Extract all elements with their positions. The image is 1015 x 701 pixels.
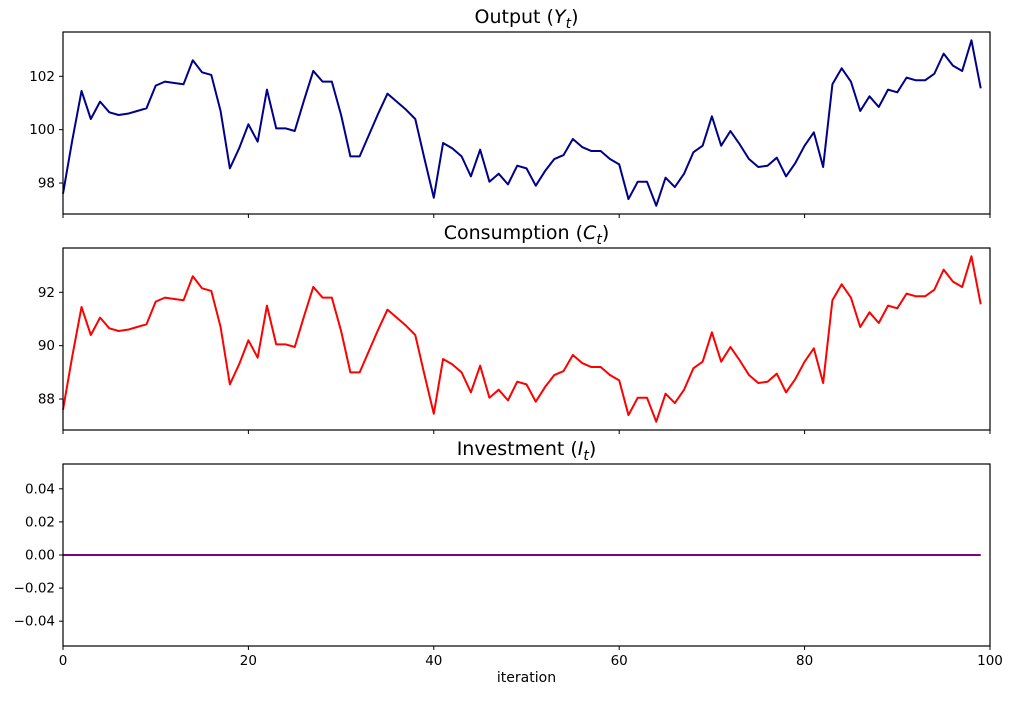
consumption-subplot: 88 90 92: [38, 247, 991, 434]
title-subscript: t: [583, 447, 589, 464]
title-text: ): [601, 222, 610, 244]
y-tick-label: 0.00: [25, 548, 55, 564]
investment-axes-box: [62, 463, 991, 647]
chart-title-consumption: Consumption (Ct): [63, 222, 990, 247]
consumption-line: [62, 255, 982, 423]
x-tick-label: 40: [425, 653, 442, 669]
y-tick-label: 88: [38, 392, 55, 408]
title-text: ): [571, 6, 579, 28]
title-text: Investment (: [456, 438, 578, 460]
output-subplot: 98 100 102: [29, 31, 991, 218]
y-tick-label: 0.02: [25, 514, 55, 530]
output-axes-box: [62, 31, 991, 215]
x-tick-label: 80: [796, 653, 813, 669]
chart-title-output: Output (Yt): [63, 6, 990, 31]
y-tick-label: 90: [38, 338, 55, 354]
output-line: [62, 39, 982, 207]
y-tick-label: −0.02: [14, 581, 55, 597]
x-tick-label: 100: [977, 653, 1003, 669]
title-text: ): [588, 438, 597, 460]
y-tick-label: 102: [29, 69, 55, 85]
y-tick-label: 92: [38, 285, 55, 301]
title-variable: Y: [553, 6, 566, 28]
title-text: Consumption (: [443, 222, 584, 244]
title-text: Output (: [474, 6, 554, 28]
y-tick-label: −0.04: [14, 614, 55, 630]
title-variable: I: [577, 438, 584, 460]
chart-title-investment: Investment (It): [63, 438, 990, 463]
y-tick-label: 100: [29, 122, 55, 138]
y-tick-label: 98: [38, 176, 55, 192]
title-subscript: t: [565, 15, 572, 32]
investment-subplot: 0.04 0.02 0.00 −0.02 −0.04 0 20 40 60 80 100: [14, 463, 1003, 669]
title-subscript: t: [596, 231, 602, 248]
consumption-axes-box: [62, 247, 991, 431]
x-axis-label: iteration: [496, 670, 557, 686]
y-tick-label: 0.04: [25, 481, 55, 497]
x-tick-label: 20: [240, 653, 257, 669]
title-variable: C: [583, 222, 597, 244]
x-tick-label: 0: [59, 653, 68, 669]
x-tick-label: 60: [611, 653, 628, 669]
